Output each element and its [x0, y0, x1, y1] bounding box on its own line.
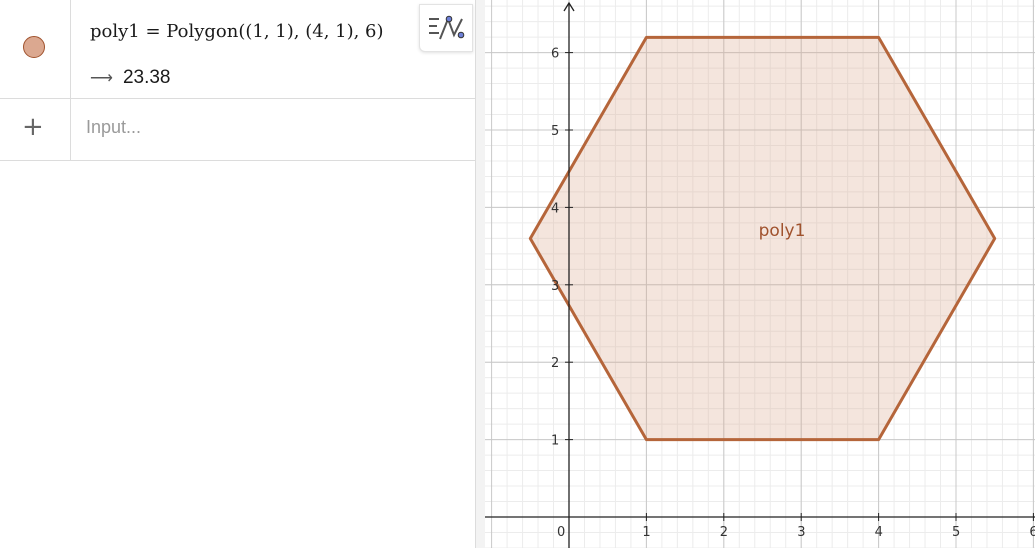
x-tick-label: 0 — [557, 525, 565, 540]
polygon-poly1 — [528, 35, 997, 442]
input-marker-column: + — [0, 99, 71, 160]
right-arrow-icon: ⟶ — [90, 70, 113, 87]
algebra-row-poly1[interactable]: poly1 = Polygon((1, 1), (4, 1), 6) ⟶ 23.3… — [0, 0, 475, 99]
algebra-style-icon[interactable] — [419, 4, 473, 52]
y-tick-label: 6 — [551, 47, 559, 62]
y-axis-arrow — [563, 1, 575, 12]
x-tick-label: 2 — [720, 525, 728, 540]
circle-visibility-icon[interactable] — [23, 36, 45, 58]
x-tick-label: 1 — [642, 525, 650, 540]
x-tick-label: 4 — [875, 525, 883, 540]
y-tick-label: 3 — [551, 279, 559, 294]
poly1-value-text: 23.38 — [122, 67, 171, 88]
polygon-label: poly1 — [759, 221, 806, 241]
y-tick-label: 5 — [551, 124, 559, 139]
y-tick-label: 2 — [551, 356, 559, 371]
poly1-value: ⟶ 23.38 — [90, 67, 170, 89]
algebra-input-row[interactable]: + Input... — [0, 99, 475, 161]
algebra-input-field[interactable]: Input... — [86, 117, 142, 137]
algebra-view: poly1 = Polygon((1, 1), (4, 1), 6) ⟶ 23.3… — [0, 0, 475, 548]
plus-icon[interactable]: + — [22, 112, 44, 142]
y-tick-label: 1 — [551, 434, 559, 449]
x-tick-label: 3 — [797, 525, 805, 540]
x-tick-label: 6 — [1029, 525, 1035, 540]
marker-column — [0, 0, 71, 98]
view-divider[interactable] — [475, 0, 485, 548]
x-tick-label: 5 — [952, 525, 960, 540]
y-tick-label: 4 — [551, 201, 559, 216]
poly1-definition[interactable]: poly1 = Polygon((1, 1), (4, 1), 6) — [90, 21, 384, 42]
graphics-view[interactable]: 0 1 2 3 4 5 6 1 2 3 4 5 6 poly1 — [485, 0, 1035, 548]
